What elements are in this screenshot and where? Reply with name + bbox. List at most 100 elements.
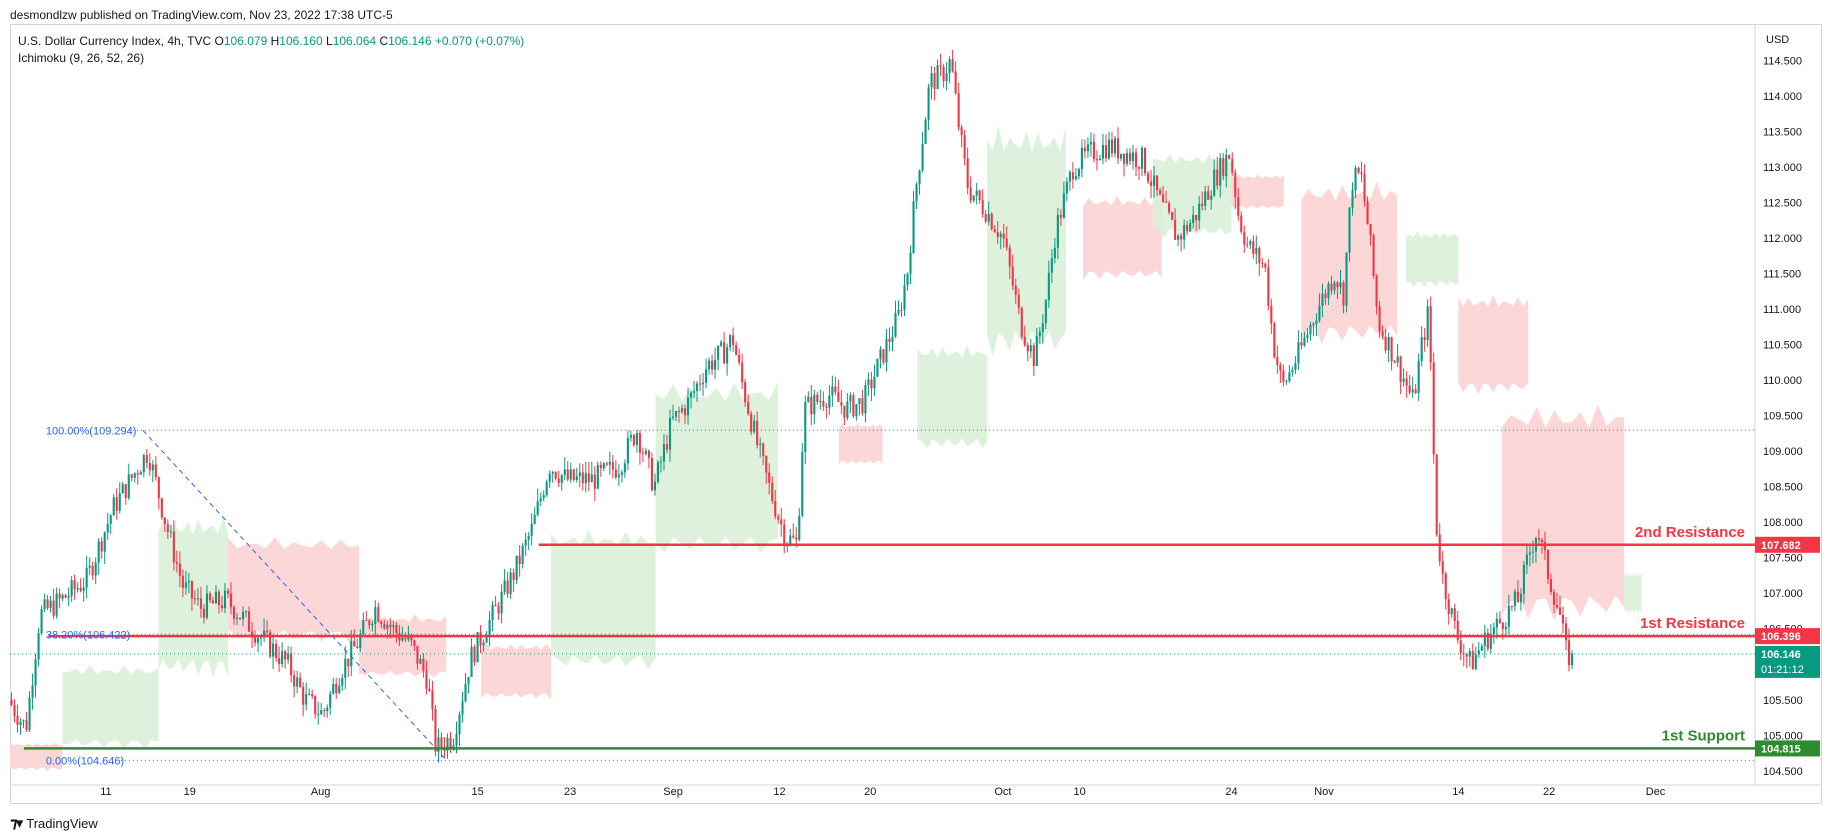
candle-body: [263, 630, 266, 638]
candle-body: [157, 477, 160, 499]
y-tick-label: 108.500: [1763, 482, 1803, 494]
candle-body: [494, 604, 497, 607]
candle-body: [1104, 145, 1108, 159]
candle-body: [1240, 215, 1243, 232]
candle-body: [52, 600, 55, 616]
candle-body: [1258, 248, 1261, 264]
candle-body: [1357, 167, 1360, 173]
candle-body: [828, 395, 831, 408]
symbol-legend[interactable]: U.S. Dollar Currency Index, 4h, TVC O106…: [18, 34, 524, 48]
candle-body: [1294, 363, 1297, 370]
candle-body: [999, 233, 1002, 238]
candle-body: [1462, 653, 1465, 655]
candle-body: [73, 580, 76, 590]
candle-body: [768, 472, 771, 483]
candle-body: [413, 640, 416, 646]
candle-body: [1435, 454, 1438, 535]
candle-body: [924, 119, 927, 144]
candle-body: [825, 406, 828, 408]
candle-body: [1171, 212, 1174, 220]
y-tick-label: 114.500: [1763, 56, 1802, 68]
candle-body: [1134, 152, 1138, 167]
candle-body: [1390, 337, 1393, 362]
candle-body: [948, 59, 951, 74]
candle-body: [317, 714, 320, 716]
candle-body: [647, 450, 650, 458]
candle-body: [58, 593, 61, 599]
candle-body: [1137, 166, 1141, 169]
y-tick-label: 113.000: [1763, 162, 1802, 174]
bar-countdown-text: 01:21:12: [1761, 664, 1804, 676]
candle-body: [275, 643, 278, 659]
candle-body: [1327, 283, 1330, 299]
candle-body: [1174, 219, 1177, 240]
candle-body: [1207, 191, 1210, 200]
candle-body: [190, 581, 193, 599]
candle-body: [470, 646, 473, 677]
candle-body: [879, 349, 882, 359]
candle-body: [638, 433, 641, 453]
candle-body: [130, 474, 133, 478]
candle-body: [145, 455, 148, 463]
candle-body: [1285, 381, 1288, 383]
candle-body: [28, 697, 31, 730]
ichimoku-cloud-bear: [228, 537, 359, 643]
candle-body: [323, 709, 326, 711]
candle-body: [759, 443, 762, 445]
candle-body: [1035, 336, 1038, 367]
candle-body: [223, 590, 227, 609]
candle-body: [293, 675, 296, 687]
candle-body: [686, 397, 690, 416]
candle-body: [425, 670, 428, 689]
candle-body: [479, 632, 482, 646]
candle-body: [699, 383, 702, 385]
candle-body: [241, 612, 245, 620]
candle-body: [166, 524, 169, 533]
candle-body: [320, 709, 323, 715]
candle-body: [1198, 203, 1201, 221]
candle-body: [257, 637, 260, 643]
candle-body: [392, 625, 395, 628]
footer-brand[interactable]: ⁊▾ TradingView: [10, 814, 98, 832]
candle-body: [792, 535, 795, 538]
candle-body: [284, 651, 287, 660]
level-label: 2nd Resistance: [1635, 524, 1745, 541]
candle-body: [641, 452, 644, 454]
candle-body: [1414, 389, 1417, 394]
candle-body: [40, 609, 43, 634]
candle-body: [1336, 282, 1339, 288]
candle-body: [1570, 653, 1574, 666]
candle-body: [124, 484, 127, 498]
ichimoku-cloud-bull: [655, 381, 778, 554]
candle-body: [1351, 190, 1354, 208]
candle-body: [665, 444, 669, 450]
y-tick-label: 107.500: [1763, 553, 1803, 565]
close-label: C: [379, 34, 389, 48]
open-value: 106.079: [223, 34, 268, 48]
candle-body: [990, 213, 993, 230]
candle-body: [61, 595, 64, 599]
candle-body: [876, 358, 879, 377]
candle-body: [353, 640, 356, 647]
candle-body: [1008, 247, 1011, 267]
candle-body: [365, 619, 368, 621]
candle-body: [1231, 158, 1234, 173]
candle-body: [635, 433, 638, 445]
candle-body: [253, 637, 257, 643]
publisher-note: desmondlzw published on TradingView.com,…: [10, 8, 393, 22]
candle-body: [410, 634, 413, 641]
candle-body: [1402, 378, 1405, 382]
candle-body: [266, 630, 269, 633]
candle-body: [1089, 141, 1092, 145]
candle-body: [714, 359, 717, 370]
candle-body: [1372, 235, 1375, 277]
candle-body: [1186, 225, 1189, 232]
candle-body: [1333, 282, 1336, 291]
candle-body: [94, 562, 97, 576]
candle-body: [756, 420, 759, 445]
candle-body: [422, 658, 425, 671]
candle-body: [503, 580, 506, 592]
candle-body: [1237, 197, 1240, 216]
indicator-legend[interactable]: Ichimoku (9, 26, 52, 26): [18, 51, 145, 65]
